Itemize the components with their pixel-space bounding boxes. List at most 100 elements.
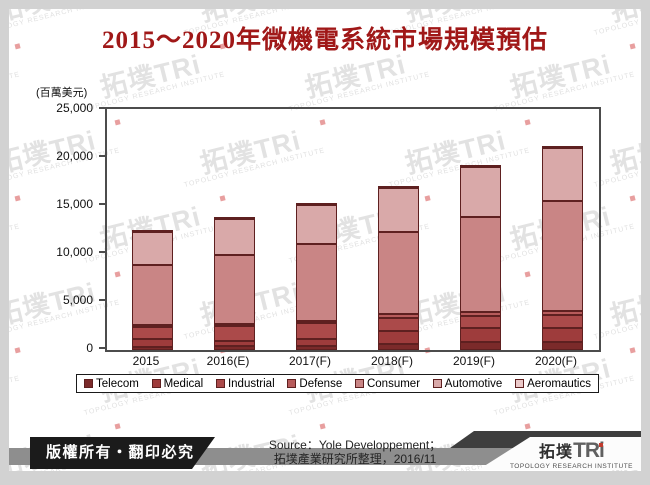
bar-segment-automotive xyxy=(541,148,583,202)
chart-title: 2015～2020年微機電系統市場規模預估 xyxy=(101,27,548,54)
y-tick-label: 5,000 xyxy=(62,293,93,307)
watermark-red-dot-icon xyxy=(14,195,21,202)
stacked-bar xyxy=(459,164,501,350)
watermark-subtitle: TOPOLOGY RESEARCH INSTITUTE xyxy=(9,223,21,265)
legend: Telecom Medical Industrial Defense Consumer A… xyxy=(76,374,599,393)
bar-segment-defense xyxy=(295,321,337,324)
bar-segment-telecom xyxy=(377,343,419,350)
legend-swatch-icon xyxy=(151,379,161,388)
bar-segment-medical xyxy=(541,328,583,342)
legend-label: Automotive xyxy=(444,377,503,390)
bar-segment-telecom xyxy=(213,346,255,350)
plot-area xyxy=(105,107,601,352)
bar-segment-telecom xyxy=(541,341,583,350)
y-tick-mark xyxy=(99,251,105,253)
bar-segment-consumer xyxy=(459,216,501,313)
source-line-2: 拓墣產業研究所整理，2016/11 xyxy=(273,452,437,466)
legend-label: Medical xyxy=(163,377,204,390)
bar-segment-defense xyxy=(377,314,419,318)
bar-segment-medical xyxy=(377,330,419,344)
stacked-bar xyxy=(541,146,583,350)
legend-swatch-icon xyxy=(287,379,297,388)
watermark-logo-text: 拓墣TRi xyxy=(9,347,21,410)
y-axis-unit-label: (百萬美元) xyxy=(36,87,88,99)
legend-item-aeromautics: Aeromautics xyxy=(515,378,591,390)
bar-segment-automotive xyxy=(459,166,501,217)
logo-subtitle: TOPOLOGY RESEARCH INSTITUTE xyxy=(509,463,633,470)
legend-label: Telecom xyxy=(96,377,139,390)
source-block: Source：Yole Developpement； 拓墣產業研究所整理，201… xyxy=(225,438,485,466)
legend-item-automotive: Automotive xyxy=(432,377,503,390)
tri-logo: 拓墣 TRi TOPOLOGY RESEARCH INSTITUTE xyxy=(510,438,633,470)
bar-segment-telecom xyxy=(459,342,501,350)
legend-item-telecom: Telecom xyxy=(84,378,139,390)
x-tick-label: 2018(F) xyxy=(370,354,414,368)
x-tick-label: 2017(F) xyxy=(288,354,332,368)
logo-zh-text: 拓墣 xyxy=(539,444,574,461)
watermark-red-dot-icon xyxy=(14,347,21,354)
legend-swatch-icon xyxy=(84,379,93,388)
legend-label: Industrial xyxy=(227,377,275,390)
bar-segment-consumer xyxy=(131,264,173,325)
watermark-red-dot-icon xyxy=(319,423,326,430)
bar-segment-industrial xyxy=(459,315,501,329)
bar-segment-defense xyxy=(459,312,501,316)
bar-segment-industrial xyxy=(541,315,583,329)
y-tick-mark xyxy=(99,203,105,205)
legend-item-consumer: Consumer xyxy=(354,377,421,390)
watermark-subtitle: TOPOLOGY RESEARCH INSTITUTE xyxy=(9,375,21,417)
bar-segment-defense xyxy=(131,324,173,327)
bar-segment-medical xyxy=(213,341,255,347)
legend-item-medical: Medical xyxy=(151,377,204,390)
y-tick-label: 25,000 xyxy=(56,101,93,115)
watermark-red-dot-icon xyxy=(629,347,636,354)
watermark-subtitle: TOPOLOGY RESEARCH INSTITUTE xyxy=(9,71,21,113)
watermark-red-dot-icon xyxy=(629,195,636,202)
x-tick-label: 2019(F) xyxy=(452,354,496,368)
y-tick-mark xyxy=(99,299,105,301)
legend-swatch-icon xyxy=(515,379,525,388)
bar-segment-industrial xyxy=(213,325,255,342)
stacked-bar xyxy=(377,185,419,350)
bar-segment-aeromautics xyxy=(213,217,255,220)
bar-segment-aeromautics xyxy=(459,164,501,167)
legend-label: Aeromautics xyxy=(527,377,591,390)
bar-segment-industrial xyxy=(377,317,419,331)
watermark-red-dot-icon xyxy=(114,423,121,430)
copyright-box: 版權所有‧翻印必究 xyxy=(30,437,215,469)
copyright-text: 版權所有‧翻印必究 xyxy=(46,444,195,461)
y-tick-mark xyxy=(99,347,105,349)
legend-item-industrial: Industrial xyxy=(215,377,275,390)
bar-segment-aeromautics xyxy=(295,203,337,206)
legend-swatch-icon xyxy=(432,379,442,388)
bar-segment-automotive xyxy=(131,231,173,265)
y-tick-mark xyxy=(99,155,105,157)
bar-segment-aeromautics xyxy=(541,146,583,149)
legend-label: Defense xyxy=(299,377,343,390)
y-tick-label: 10,000 xyxy=(56,245,93,259)
stacked-bar xyxy=(295,203,337,350)
x-tick-label: 2016(E) xyxy=(206,354,250,368)
legend-label: Consumer xyxy=(366,377,421,390)
bar-segment-aeromautics xyxy=(377,185,419,188)
bar-segment-automotive xyxy=(295,205,337,244)
bar-segment-telecom xyxy=(295,345,337,350)
x-tick-label: 2015 xyxy=(132,354,160,368)
y-tick-label: 0 xyxy=(86,341,93,355)
bar-segment-industrial xyxy=(295,323,337,339)
bar-segment-industrial xyxy=(131,326,173,339)
bar-segment-medical xyxy=(295,338,337,346)
legend-swatch-icon xyxy=(354,379,364,388)
bar-segment-defense xyxy=(213,323,255,326)
logo-en-text: TRi xyxy=(573,439,605,462)
x-tick-label: 2020(F) xyxy=(534,354,578,368)
watermark-logo-text: 拓墣TRi xyxy=(9,195,21,258)
bar-segment-aeromautics xyxy=(131,229,173,232)
bar-segment-automotive xyxy=(377,187,419,232)
